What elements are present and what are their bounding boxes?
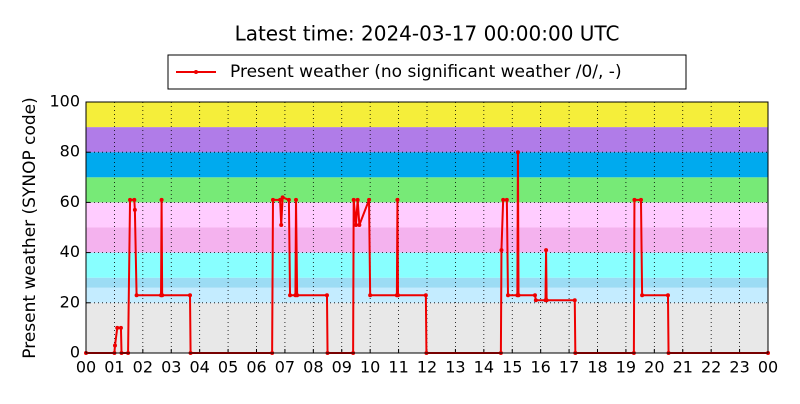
data-point [544,298,549,303]
data-point [351,197,356,202]
y-tick-label: 80 [60,142,80,161]
data-point [572,298,577,303]
data-point [134,293,139,298]
data-point [132,207,137,212]
data-point [279,222,284,227]
background-band [86,227,768,253]
data-point [288,293,293,298]
data-point [368,293,373,298]
data-point [159,197,164,202]
x-tick-label: 07 [275,358,295,377]
data-point [295,293,300,298]
data-point [640,293,645,298]
data-point [516,293,521,298]
legend-box [167,54,687,90]
data-point [515,150,520,155]
data-point [367,197,372,202]
data-point [353,222,358,227]
data-point [638,197,643,202]
data-point [499,248,504,253]
x-tick-label: 22 [701,358,721,377]
x-tick-label: 06 [246,358,266,377]
y-axis-label: Present weather (SYNOP code) [20,97,40,358]
data-point [533,298,538,303]
legend-marker [194,70,198,74]
x-tick-label: 09 [332,358,352,377]
x-tick-label: 14 [474,358,494,377]
data-point [501,197,506,202]
x-tick-label: 05 [218,358,238,377]
data-point [395,197,400,202]
data-line [86,152,768,354]
plot-frame [85,101,769,354]
x-tick-label: 23 [729,358,749,377]
data-point [278,197,283,202]
background-band [86,127,768,153]
data-point [118,325,123,330]
data-point [396,293,401,298]
chart-title: Latest time: 2024-03-17 00:00:00 UTC [235,22,620,46]
x-tick-label: 16 [530,358,550,377]
data-point [112,343,117,348]
data-point [532,293,537,298]
x-tick-label: 18 [587,358,607,377]
x-tick-label: 02 [133,358,153,377]
x-tick-label: 04 [189,358,209,377]
x-tick-label: 03 [161,358,181,377]
data-point [544,248,549,253]
data-point [504,197,509,202]
x-tick-label: 19 [616,358,636,377]
x-tick-label: 20 [644,358,664,377]
data-point [286,197,291,202]
data-point [293,197,298,202]
data-point [357,222,362,227]
data-point [160,293,165,298]
x-tick-label: 17 [559,358,579,377]
x-tick-label: 01 [104,358,124,377]
x-tick-label: 21 [673,358,693,377]
x-tick-label: 11 [388,358,408,377]
data-point [132,197,137,202]
x-tick-label: 08 [303,358,323,377]
background-band [86,252,768,278]
data-point [128,197,133,202]
x-tick-label: 15 [502,358,522,377]
data-point [632,197,637,202]
data-point [115,325,120,330]
y-tick-label: 100 [49,92,80,111]
data-point [270,197,275,202]
x-tick-label: 00 [76,358,96,377]
x-tick-label: 00 [758,358,778,377]
data-point [665,293,670,298]
data-point [505,293,510,298]
y-tick-label: 60 [60,192,80,211]
y-tick-label: 20 [60,292,80,311]
data-point [280,195,285,200]
legend-label: Present weather (no significant weather … [230,62,622,82]
y-tick-label: 40 [60,242,80,261]
y-tick-label: 0 [70,343,80,362]
data-point [324,293,329,298]
data-point [355,197,360,202]
x-tick-label: 12 [417,358,437,377]
data-point [188,293,193,298]
background-band [86,152,768,178]
x-tick-label: 13 [445,358,465,377]
data-point [423,293,428,298]
x-tick-label: 10 [360,358,380,377]
